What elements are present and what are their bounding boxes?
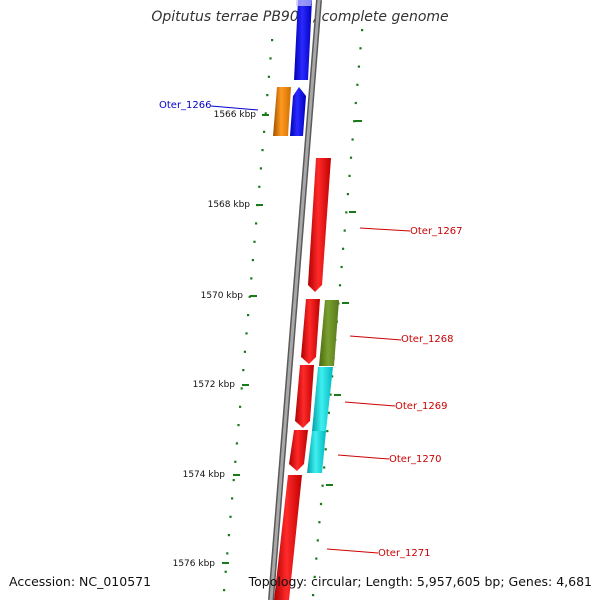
tick-label: 1570 kbp [201,291,244,301]
tick-dot [237,424,240,427]
tick-label: 1568 kbp [208,200,251,210]
gene-label-oter-1271[interactable]: Oter_1271 [378,548,431,559]
tick-dot [361,29,364,32]
tick-dot [248,295,251,298]
tick-dot [315,557,318,560]
tick-label: 1574 kbp [183,470,226,480]
tick-dot [324,448,327,451]
gene-feature-red-3[interactable] [289,430,308,471]
tick-dot [266,94,269,97]
gene-label-oter-1268[interactable]: Oter_1268 [401,334,454,345]
tick-dot [313,575,316,578]
tick-dot [353,120,356,123]
gene-label-oter-1270[interactable]: Oter_1270 [389,454,442,465]
tick-dot [351,138,354,141]
tick-dot [264,112,267,115]
genome-summary-text: Topology: circular; Length: 5,957,605 bp… [248,574,592,589]
gene-oter-1268[interactable] [319,300,339,366]
gene-oter-1270[interactable] [307,431,326,473]
tick-label: 1576 kbp [173,559,216,569]
gene-feature-blue-arrow[interactable] [290,87,306,136]
tick-dot [312,594,315,597]
tick-dot [258,185,261,188]
tick-dot [326,430,329,433]
tick-dot [271,39,274,42]
tick-dot [316,539,319,542]
tick-dot [329,393,332,396]
tick-dot [232,479,235,482]
tick-dot [354,101,357,105]
tick-label: 1566 kbp [214,110,257,120]
tick-dot [242,369,245,372]
gene-feature-red-2[interactable] [295,365,314,428]
tick-dot [321,484,324,487]
tick-dot [340,265,343,269]
tick-dot [263,130,266,133]
backbone [268,0,322,600]
tick-dot [224,570,227,573]
scale-ticks: 1566 kbp 1568 kbp 1570 kbp 1572 kbp 1574… [173,110,269,569]
tick-dot [327,411,330,414]
tick-dot [359,47,362,50]
tick-dot [226,552,229,555]
tick-dot [356,83,359,86]
gene-label-oter-1269[interactable]: Oter_1269 [395,401,448,412]
tick-dot [338,284,342,287]
tick-dot [223,589,226,592]
tick-dot [342,247,345,250]
accession-text: Accession: NC_010571 [9,574,152,589]
gene-oter-1266[interactable] [273,87,291,136]
tick-dot [346,193,349,196]
gene-oter-1271[interactable] [274,475,302,600]
gene-label-oter-1267[interactable]: Oter_1267 [410,226,463,237]
tick-dot [235,442,238,445]
tick-dot [255,222,258,225]
tick-label: 1572 kbp [193,380,236,390]
gene-oter-1267[interactable] [308,158,331,292]
tick-dot [227,534,230,537]
tick-dot [250,277,253,280]
tick-dot [323,466,326,469]
tick-dot [343,229,346,232]
tick-dot [261,149,264,152]
tick-dot [245,332,248,335]
tick-dot [239,405,242,408]
tick-dot [253,240,256,243]
tick-dot [331,375,334,378]
tick-dot [229,515,232,518]
tick-dot [349,156,353,159]
tick-dot [251,259,254,262]
tick-dot [345,211,348,214]
gene-feature-red-1[interactable] [301,299,320,364]
tick-dot [231,497,234,500]
tick-dot [240,387,243,390]
tick-dot [234,460,237,463]
tick-dot [259,167,262,170]
label-leaders [210,105,411,554]
gene-feature-top-blue[interactable] [294,0,312,80]
tick-dot [267,75,270,78]
tick-dot [357,65,360,68]
gene-label-oter-1266[interactable]: Oter_1266 [159,100,212,111]
tick-dot [318,521,321,524]
tick-dot [247,314,250,317]
tick-track-left [223,39,274,592]
gene-oter-1269[interactable] [312,367,333,431]
tick-dot [319,502,323,506]
tick-dot [269,57,272,60]
right-track-ticks [326,120,362,486]
tick-dot [348,174,351,177]
tick-dot [243,350,246,353]
